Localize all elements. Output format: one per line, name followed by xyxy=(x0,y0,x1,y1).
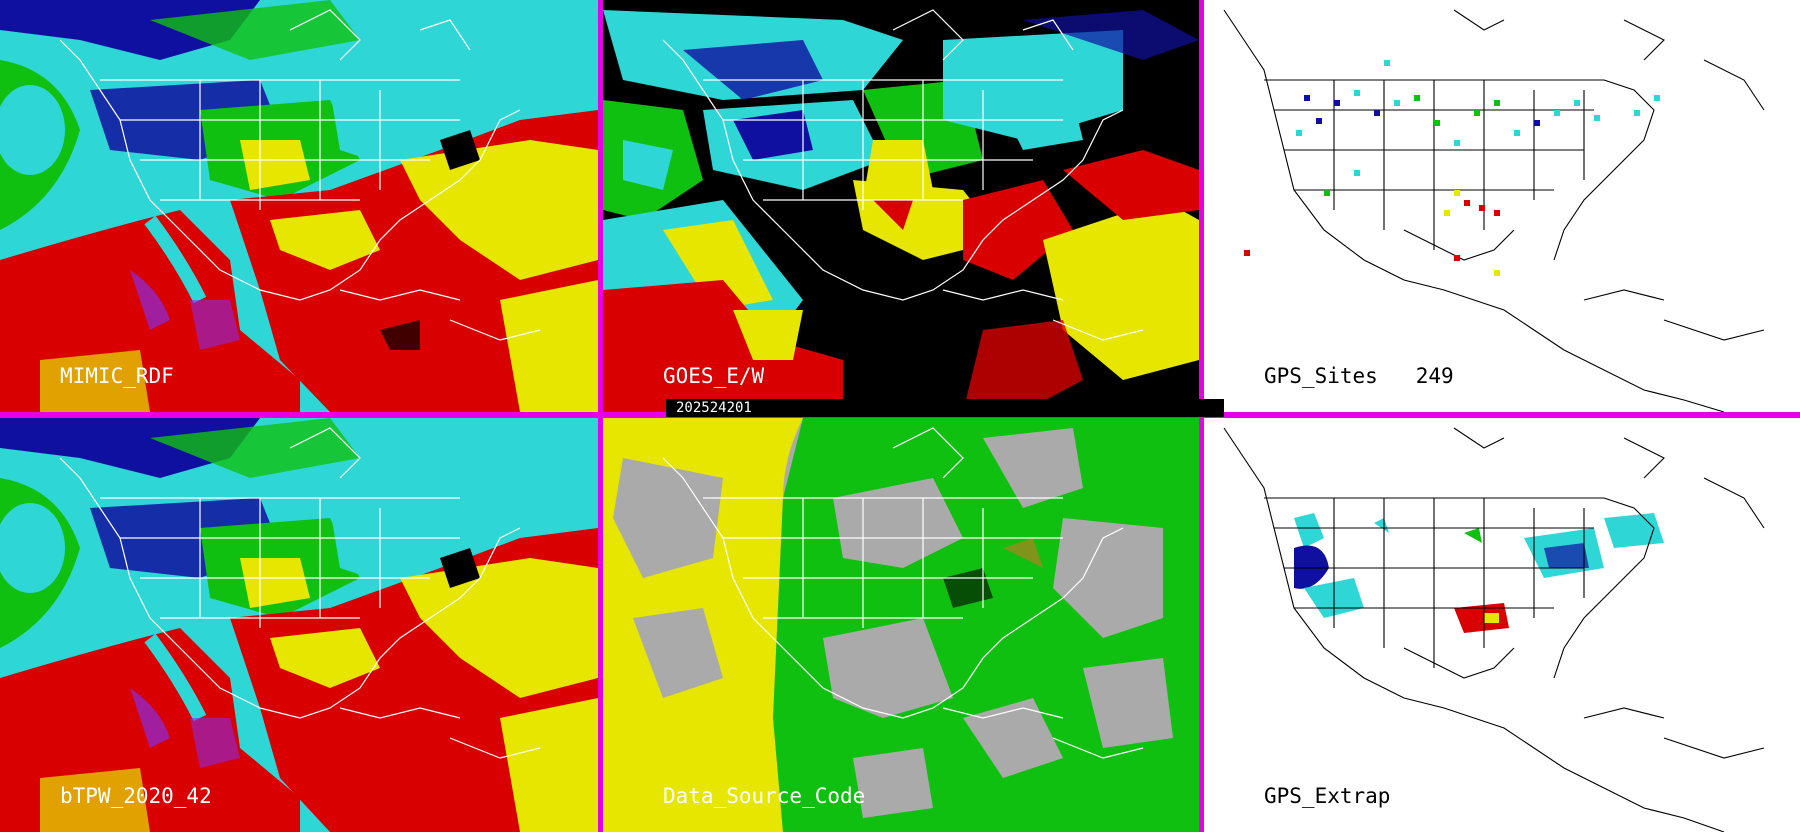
panel-gps-extrap: GPS_Extrap xyxy=(1204,418,1800,832)
mimic-tpw-map xyxy=(0,0,598,412)
gps-site-markers xyxy=(1244,60,1660,276)
timestamp-bar: 202524201 xyxy=(666,399,1224,417)
data-source-map xyxy=(603,418,1199,832)
panel-mimic-rdf: MIMIC_RDF xyxy=(0,0,598,412)
panel-gps-sites: GPS_Sites 249 xyxy=(1204,0,1800,412)
gps-sites-label: GPS_Sites xyxy=(1264,364,1378,388)
panel-label: Data_Source_Code xyxy=(663,784,866,808)
btpw-map xyxy=(0,418,598,832)
panel-label: GPS_Extrap xyxy=(1264,784,1391,808)
panel-label: GPS_Sites 249 xyxy=(1264,364,1454,388)
gps-sites-count: 249 xyxy=(1415,364,1454,388)
gps-sites-map xyxy=(1204,0,1800,412)
panel-label: GOES_E/W xyxy=(663,364,765,388)
panel-label: bTPW_2020_42 xyxy=(60,784,212,808)
panel-btpw: bTPW_2020_42 xyxy=(0,418,598,832)
gps-extrap-map xyxy=(1204,418,1800,832)
goes-tpw-map xyxy=(603,0,1199,412)
panel-goes-ew: GOES_E/W xyxy=(603,0,1199,412)
panel-data-source-code: Data_Source_Code xyxy=(603,418,1199,832)
panel-label: MIMIC_RDF xyxy=(60,364,174,388)
